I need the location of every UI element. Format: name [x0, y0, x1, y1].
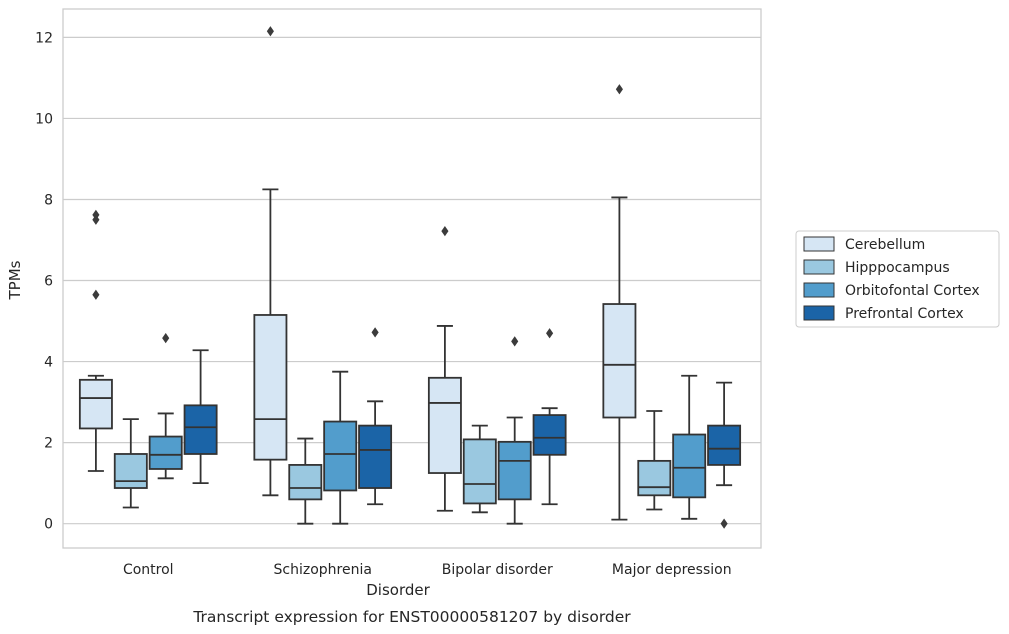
plot-area-frame — [62, 8, 762, 549]
legend-swatch — [803, 282, 835, 298]
legend-entry-hipppocampus: Hipppocampus — [803, 259, 950, 276]
box-body — [672, 433, 707, 499]
box-prefrontal-cortex-control — [183, 349, 218, 485]
box-body — [78, 378, 113, 430]
box-body — [113, 453, 148, 489]
chart-caption: Transcript expression for ENST0000058120… — [192, 608, 631, 626]
y-axis-tick-labels: 0 2 4 6 8 10 12 — [35, 30, 53, 532]
x-axis-tick-labels: Control Schizophrenia Bipolar disorder Majo… — [123, 562, 732, 578]
legend-label: Orbitofontal Cortex — [845, 283, 980, 299]
box-orbitofontal-cortex-schizophrenia — [323, 370, 358, 525]
y-tick-label-12: 12 — [35, 30, 53, 46]
box-body — [602, 303, 637, 419]
outlier-point — [162, 332, 170, 344]
box-body — [148, 435, 183, 470]
legend: Cerebellum Hipppocampus Orbitofontal Corte… — [795, 230, 1000, 328]
outlier-point — [441, 225, 449, 237]
x-tick-label-major-depression: Major depression — [612, 562, 732, 578]
box-body — [183, 404, 218, 455]
box-body — [707, 424, 742, 466]
box-body — [288, 464, 323, 501]
box-body — [253, 314, 288, 461]
box-hipppocampus-bipolar-disorder — [462, 424, 497, 514]
x-tick-label-schizophrenia: Schizophrenia — [274, 562, 372, 578]
box-orbitofontal-cortex-control — [148, 332, 183, 480]
box-series — [78, 26, 742, 529]
legend-swatch — [803, 259, 835, 275]
box-body — [323, 420, 358, 492]
box-prefrontal-cortex-bipolar-disorder — [532, 328, 567, 506]
y-tick-label-8: 8 — [44, 192, 53, 208]
box-hipppocampus-control — [113, 418, 148, 509]
y-tick-label-6: 6 — [44, 274, 53, 290]
outlier-point — [511, 336, 519, 347]
outlier-point — [720, 518, 728, 529]
x-tick-label-bipolar-disorder: Bipolar disorder — [442, 562, 553, 578]
legend-entry-cerebellum: Cerebellum — [803, 236, 925, 253]
outlier-point — [546, 328, 554, 339]
x-axis-title: Disorder — [366, 581, 430, 599]
box-body — [532, 414, 567, 456]
outlier-point — [92, 289, 100, 300]
box-orbitofontal-cortex-bipolar-disorder — [497, 336, 532, 525]
y-tick-label-2: 2 — [44, 436, 53, 452]
legend-label: Hipppocampus — [845, 260, 950, 276]
box-prefrontal-cortex-major-depression — [707, 381, 742, 529]
box-body — [358, 424, 393, 489]
box-cerebellum-control — [78, 209, 113, 472]
legend-swatch — [803, 236, 835, 252]
box-cerebellum-bipolar-disorder — [427, 225, 462, 512]
outlier-point — [615, 84, 623, 95]
legend-label: Prefrontal Cortex — [845, 306, 964, 322]
y-tick-label-0: 0 — [44, 517, 53, 533]
box-body — [497, 440, 532, 501]
y-tick-label-4: 4 — [44, 355, 53, 371]
box-hipppocampus-schizophrenia — [288, 437, 323, 525]
legend-entry-orbitofontal-cortex: Orbitofontal Cortex — [803, 282, 980, 299]
legend-label: Cerebellum — [845, 237, 925, 253]
legend-frame — [795, 230, 1000, 328]
outlier-point — [92, 209, 100, 220]
box-cerebellum-schizophrenia — [253, 26, 288, 497]
box-hipppocampus-major-depression — [637, 410, 672, 511]
x-tick-label-control: Control — [123, 562, 174, 578]
box-body — [462, 438, 497, 505]
box-orbitofontal-cortex-major-depression — [672, 374, 707, 520]
box-prefrontal-cortex-schizophrenia — [358, 327, 393, 506]
box-body — [427, 376, 462, 474]
box-cerebellum-major-depression — [602, 84, 637, 521]
legend-swatch — [803, 305, 835, 321]
outlier-point — [266, 26, 274, 37]
y-axis-title: TPMs — [6, 260, 24, 300]
box-body — [637, 459, 672, 497]
outlier-point — [371, 327, 379, 338]
y-tick-label-10: 10 — [35, 111, 53, 127]
legend-entry-prefrontal-cortex: Prefrontal Cortex — [803, 305, 964, 322]
